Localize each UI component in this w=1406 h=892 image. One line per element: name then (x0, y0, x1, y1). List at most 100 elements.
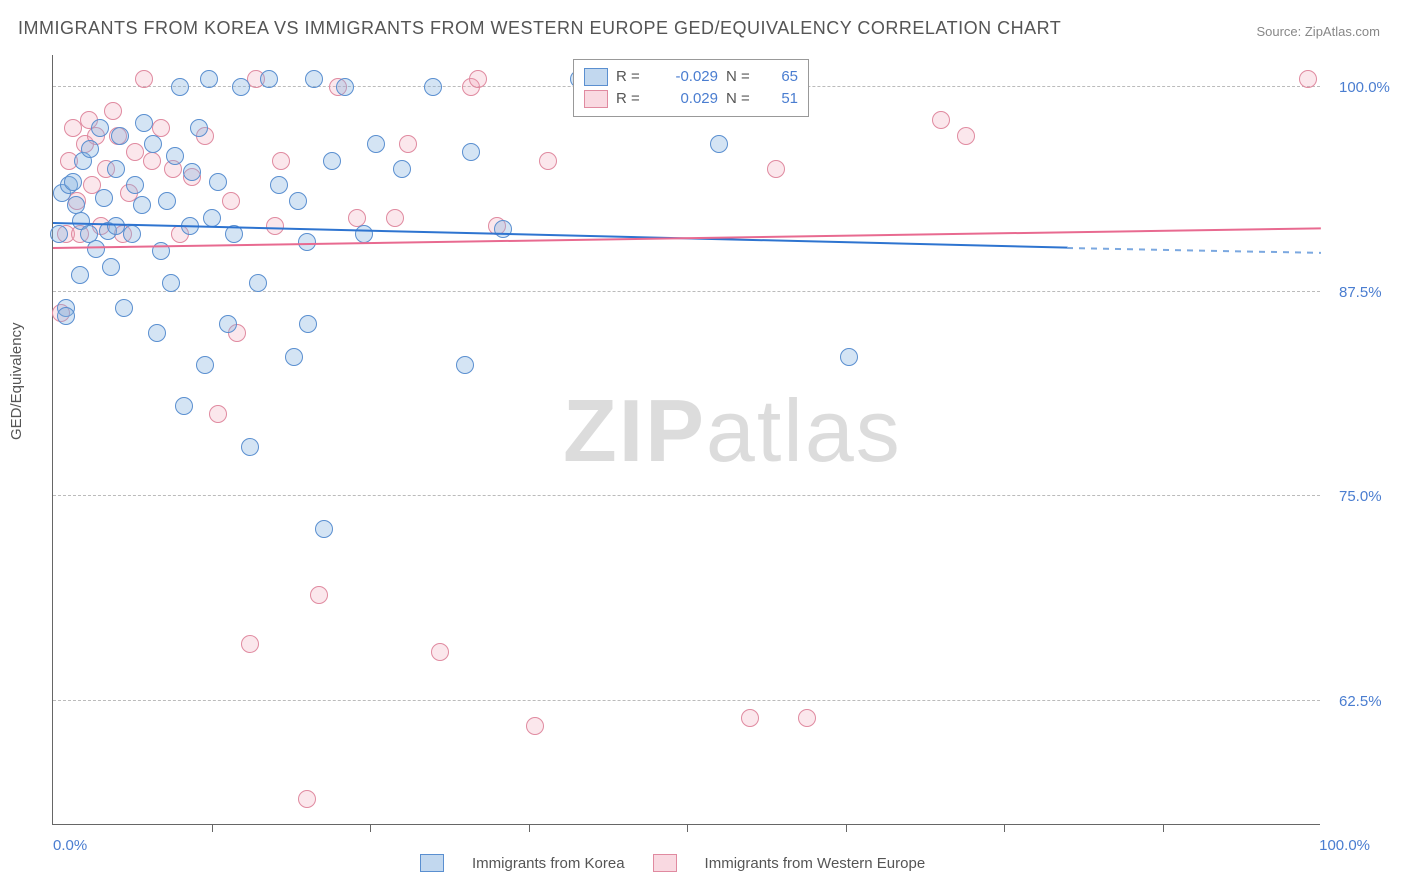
legend-swatch-blue (420, 854, 444, 872)
gridline-h (53, 495, 1320, 496)
data-point (260, 70, 278, 88)
data-point (469, 70, 487, 88)
xtick-mark (687, 824, 688, 832)
data-point (710, 135, 728, 153)
ytick-label: 87.5% (1339, 284, 1382, 301)
data-point (232, 78, 250, 96)
data-point (57, 307, 75, 325)
data-point (222, 192, 240, 210)
xtick-mark (1163, 824, 1164, 832)
xtick-mark (529, 824, 530, 832)
data-point (932, 111, 950, 129)
data-point (957, 127, 975, 145)
data-point (102, 258, 120, 276)
plot-area: ZIPatlas R = -0.029 N = 65 R = 0.029 N =… (52, 55, 1320, 825)
r-value-pink: 0.029 (658, 88, 718, 110)
swatch-blue (584, 68, 608, 86)
data-point (367, 135, 385, 153)
data-point (305, 70, 323, 88)
data-point (67, 196, 85, 214)
watermark: ZIPatlas (563, 380, 902, 482)
r-label: R = (616, 66, 650, 88)
r-label-2: R = (616, 88, 650, 110)
gridline-h (53, 291, 1320, 292)
data-point (840, 348, 858, 366)
source-label: Source: ZipAtlas.com (1256, 24, 1380, 39)
data-point (219, 315, 237, 333)
data-point (158, 192, 176, 210)
data-point (200, 70, 218, 88)
data-point (71, 266, 89, 284)
data-point (424, 78, 442, 96)
ytick-label: 100.0% (1339, 79, 1390, 96)
data-point (190, 119, 208, 137)
gridline-h (53, 700, 1320, 701)
data-point (162, 274, 180, 292)
n-label-2: N = (726, 88, 760, 110)
data-point (115, 299, 133, 317)
data-point (64, 173, 82, 191)
source-prefix: Source: (1256, 24, 1304, 39)
data-point (741, 709, 759, 727)
xtick-mark (212, 824, 213, 832)
data-point (135, 70, 153, 88)
trendline-pink (53, 227, 1321, 249)
series-legend: Immigrants from Korea Immigrants from We… (420, 854, 925, 872)
data-point (104, 102, 122, 120)
data-point (526, 717, 544, 735)
data-point (183, 163, 201, 181)
xtick-mark (370, 824, 371, 832)
data-point (209, 405, 227, 423)
ytick-label: 62.5% (1339, 693, 1382, 710)
data-point (123, 225, 141, 243)
data-point (399, 135, 417, 153)
ytick-label: 75.0% (1339, 488, 1382, 505)
data-point (323, 152, 341, 170)
legend-label-pink: Immigrants from Western Europe (705, 855, 926, 872)
data-point (126, 143, 144, 161)
data-point (299, 315, 317, 333)
data-point (310, 586, 328, 604)
legend-row-pink: R = 0.029 N = 51 (584, 88, 798, 110)
data-point (175, 397, 193, 415)
data-point (196, 356, 214, 374)
data-point (126, 176, 144, 194)
legend-label-blue: Immigrants from Korea (472, 855, 625, 872)
data-point (135, 114, 153, 132)
data-point (143, 152, 161, 170)
data-point (241, 635, 259, 653)
data-point (767, 160, 785, 178)
data-point (456, 356, 474, 374)
trendline-blue-dashed (1067, 247, 1321, 254)
data-point (241, 438, 259, 456)
data-point (209, 173, 227, 191)
xtick-mark (846, 824, 847, 832)
data-point (355, 225, 373, 243)
data-point (50, 225, 68, 243)
r-value-blue: -0.029 (658, 66, 718, 88)
data-point (171, 78, 189, 96)
data-point (266, 217, 284, 235)
data-point (298, 790, 316, 808)
data-point (386, 209, 404, 227)
data-point (152, 119, 170, 137)
correlation-legend: R = -0.029 N = 65 R = 0.029 N = 51 (573, 59, 809, 117)
data-point (798, 709, 816, 727)
y-axis-label: GED/Equivalency (8, 322, 25, 440)
data-point (272, 152, 290, 170)
data-point (133, 196, 151, 214)
data-point (494, 220, 512, 238)
data-point (107, 160, 125, 178)
data-point (203, 209, 221, 227)
data-point (315, 520, 333, 538)
chart-title: IMMIGRANTS FROM KOREA VS IMMIGRANTS FROM… (18, 18, 1061, 39)
watermark-zip: ZIP (563, 381, 706, 480)
swatch-pink (584, 90, 608, 108)
n-value-pink: 51 (768, 88, 798, 110)
data-point (336, 78, 354, 96)
data-point (393, 160, 411, 178)
data-point (249, 274, 267, 292)
data-point (539, 152, 557, 170)
xlabel-right: 100.0% (1319, 837, 1370, 854)
source-name: ZipAtlas.com (1305, 24, 1380, 39)
